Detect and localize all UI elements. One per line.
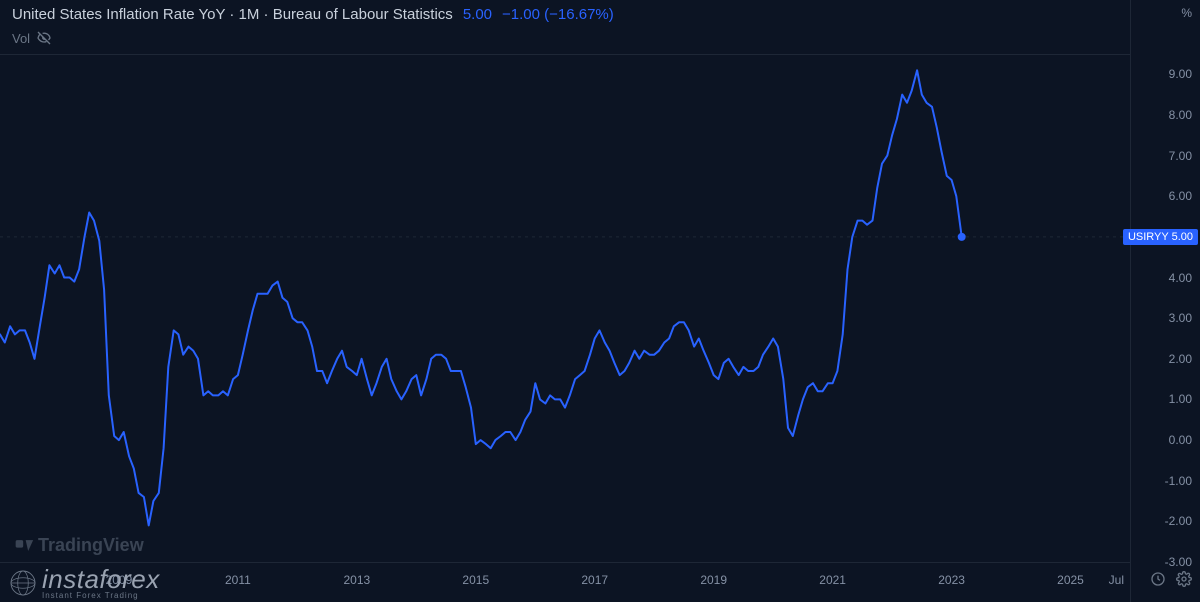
price-line bbox=[0, 70, 962, 525]
y-tick-label: 4.00 bbox=[1169, 271, 1192, 285]
x-axis[interactable]: 200920112013201520172019202120232025 Jul bbox=[0, 562, 1130, 602]
x-tick-label: 2011 bbox=[225, 573, 251, 587]
y-tick-label: 7.00 bbox=[1169, 149, 1192, 163]
y-tick-label: 3.00 bbox=[1169, 311, 1192, 325]
y-unit-label: % bbox=[1181, 6, 1192, 20]
chart-header: United States Inflation Rate YoY · 1M · … bbox=[12, 6, 614, 23]
y-tick-label: -3.00 bbox=[1165, 555, 1192, 569]
chart-last-value: 5.00 bbox=[463, 6, 492, 23]
x-tick-label: 2023 bbox=[938, 573, 965, 587]
y-tick-label: 0.00 bbox=[1169, 433, 1192, 447]
x-right-label: Jul bbox=[1109, 573, 1124, 587]
y-tick-label: -1.00 bbox=[1165, 474, 1192, 488]
x-tick-label: 2021 bbox=[819, 573, 846, 587]
y-tick-label: 8.00 bbox=[1169, 108, 1192, 122]
tradingview-text: TradingView bbox=[38, 535, 144, 556]
eye-off-icon[interactable] bbox=[36, 30, 52, 46]
tradingview-watermark: TradingView bbox=[14, 535, 144, 556]
instaforex-main: instaforex bbox=[42, 566, 160, 592]
settings-icon[interactable] bbox=[1176, 571, 1192, 592]
y-tick-label: 2.00 bbox=[1169, 352, 1192, 366]
volume-row: Vol bbox=[12, 30, 52, 46]
x-tick-label: 2015 bbox=[462, 573, 489, 587]
instaforex-watermark: instaforex Instant Forex Trading bbox=[8, 566, 160, 600]
corner-controls bbox=[1150, 571, 1192, 592]
chart-change: −1.00 (−16.67%) bbox=[502, 6, 614, 23]
x-tick-label: 2019 bbox=[700, 573, 727, 587]
y-tick-label: 9.00 bbox=[1169, 67, 1192, 81]
plot-top-border bbox=[0, 54, 1130, 55]
x-tick-label: 2025 bbox=[1057, 573, 1084, 587]
timezone-icon[interactable] bbox=[1150, 571, 1166, 592]
volume-label: Vol bbox=[12, 31, 30, 46]
y-axis[interactable]: % -3.00-2.00-1.000.001.002.003.004.005.0… bbox=[1130, 0, 1200, 602]
y-tick-label: -2.00 bbox=[1165, 514, 1192, 528]
chart-container: United States Inflation Rate YoY · 1M · … bbox=[0, 0, 1200, 602]
y-tick-label: 6.00 bbox=[1169, 189, 1192, 203]
last-point bbox=[958, 233, 966, 241]
chart-title: United States Inflation Rate YoY · 1M · … bbox=[12, 6, 453, 23]
x-tick-label: 2017 bbox=[581, 573, 608, 587]
x-tick-label: 2013 bbox=[343, 573, 370, 587]
y-tick-label: 1.00 bbox=[1169, 392, 1192, 406]
chart-plot[interactable] bbox=[0, 54, 1130, 562]
globe-icon bbox=[8, 568, 38, 598]
price-tag: USIRYY 5.00 bbox=[1123, 229, 1198, 245]
